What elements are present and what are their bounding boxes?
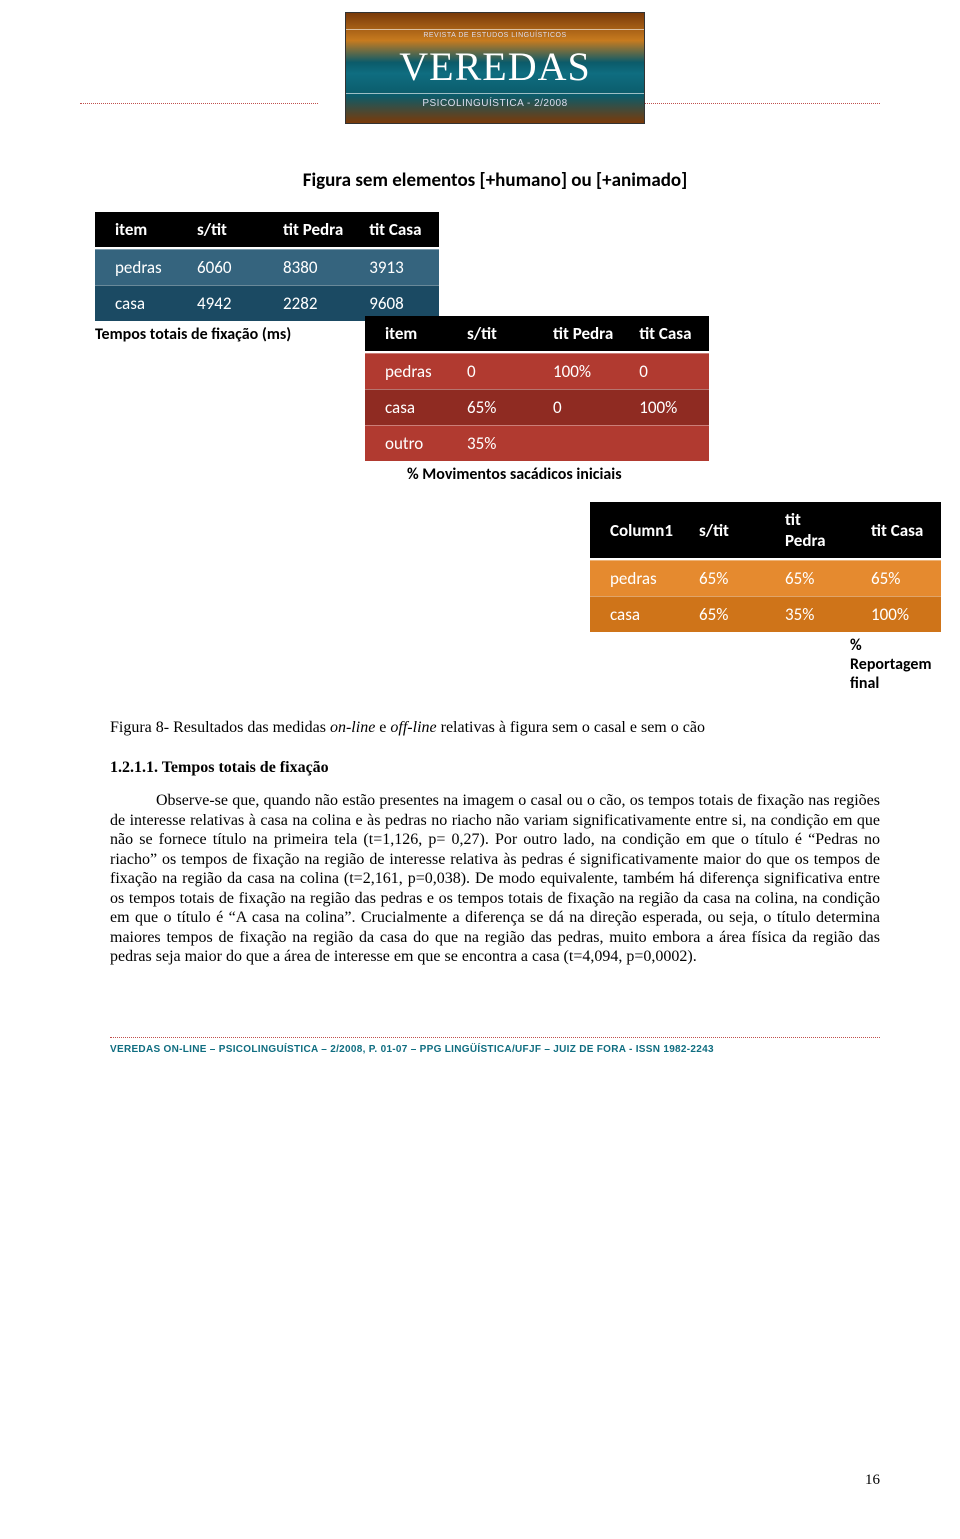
journal-logo: REVISTA DE ESTUDOS LINGUÍSTICOS VEREDAS …	[110, 0, 880, 129]
t3-cell: 65%	[769, 560, 855, 596]
body-paragraph: Observe-se que, quando não estão present…	[110, 791, 880, 967]
t1-cell: 3913	[353, 249, 439, 285]
fig-caption-mid: e	[375, 719, 390, 736]
t3-cell: 65%	[855, 560, 941, 596]
logo-brand: VEREDAS	[346, 43, 644, 90]
t3-cell: 100%	[855, 596, 941, 632]
t2-cell: 0	[537, 389, 623, 425]
t2-cell: 0	[451, 353, 537, 389]
section-heading: 1.2.1.1. Tempos totais de fixação	[110, 759, 880, 777]
fixation-times-table: item s/tit tit Pedra tit Casa pedras 606…	[95, 212, 439, 321]
t1-cell: 6060	[181, 249, 267, 285]
t1-cell: casa	[95, 285, 181, 321]
t1-cell: 2282	[267, 285, 353, 321]
logo-subtitle: PSICOLINGUÍSTICA - 2/2008	[346, 93, 644, 109]
figure-caption: Figura 8- Resultados das medidas on-line…	[110, 719, 880, 737]
t1-cell: 4942	[181, 285, 267, 321]
t2-cell: 0	[623, 353, 709, 389]
t3-cell: pedras	[590, 560, 683, 596]
header-rule-left	[80, 103, 318, 104]
fig-caption-ital1: on-line	[330, 719, 375, 736]
t2-cell: pedras	[365, 353, 451, 389]
t1-cell: 8380	[267, 249, 353, 285]
t3-cell: 65%	[683, 560, 769, 596]
t2-col-tit-pedra: tit Pedra	[537, 316, 623, 353]
t2-cell	[537, 425, 623, 461]
t3-col-tit-casa: tit Casa	[855, 502, 941, 560]
t3-cell: casa	[590, 596, 683, 632]
fig-caption-ital2: off-line	[390, 719, 436, 736]
t2-caption: % Movimentos sacádicos iniciais	[407, 465, 880, 484]
t3-cell: 65%	[683, 596, 769, 632]
t2-cell: casa	[365, 389, 451, 425]
t2-col-tit-casa: tit Casa	[623, 316, 709, 353]
t2-col-sem-tit: s/tit	[451, 316, 537, 353]
t3-cell: 35%	[769, 596, 855, 632]
t3-col-tit-pedra: tit Pedra	[769, 502, 855, 560]
fig-caption-suffix: relativas à figura sem o casal e sem o c…	[437, 719, 705, 736]
footer-rule	[110, 1037, 880, 1038]
t2-col-item: item	[365, 316, 451, 353]
logo-rev-line: REVISTA DE ESTUDOS LINGUÍSTICOS	[346, 29, 644, 39]
t2-cell: 100%	[537, 353, 623, 389]
t2-cell	[623, 425, 709, 461]
fig-caption-prefix: Figura 8- Resultados das medidas	[110, 719, 330, 736]
t1-col-sem-tit: s/tit	[181, 212, 267, 249]
t2-cell: 100%	[623, 389, 709, 425]
t3-caption: % Reportagem final	[850, 636, 880, 693]
figure-title: Figura sem elementos [+humano] ou [+anim…	[110, 169, 880, 192]
page-number: 16	[865, 1472, 880, 1489]
t3-col-col1: Column1	[590, 502, 683, 560]
t2-cell: 35%	[451, 425, 537, 461]
t1-col-tit-pedra: tit Pedra	[267, 212, 353, 249]
t1-col-tit-casa: tit Casa	[353, 212, 439, 249]
footer-citation: VEREDAS ON-LINE – PSICOLINGUÍSTICA – 2/2…	[110, 1044, 880, 1055]
t2-cell: 65%	[451, 389, 537, 425]
t2-cell: outro	[365, 425, 451, 461]
t3-col-sem-tit: s/tit	[683, 502, 769, 560]
t1-col-item: item	[95, 212, 181, 249]
final-report-table: Column1 s/tit tit Pedra tit Casa pedras …	[590, 502, 941, 632]
t1-cell: pedras	[95, 249, 181, 285]
saccade-initial-table: item s/tit tit Pedra tit Casa pedras 0 1…	[365, 316, 709, 461]
header-rule-right	[642, 103, 880, 104]
